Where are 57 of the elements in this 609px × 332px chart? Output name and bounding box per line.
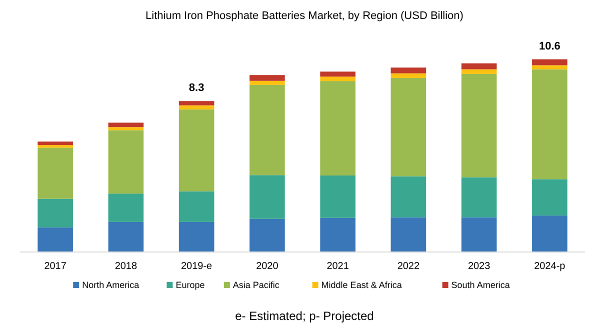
bar (38, 145, 73, 148)
bar (461, 177, 497, 218)
chart-title: Lithium Iron Phosphate Batteries Market, by Region (USD Billion) (146, 10, 464, 22)
bar (532, 65, 568, 70)
bar (461, 63, 497, 70)
bar (390, 78, 426, 176)
x-tick-label: 2020 (256, 261, 279, 272)
bar (532, 59, 568, 66)
legend-label: South America (451, 280, 510, 290)
bar (250, 75, 285, 81)
bar (178, 105, 214, 110)
bar (38, 227, 73, 252)
bar (461, 74, 497, 178)
x-tick-label: 2019-e (180, 261, 213, 272)
legend-label: Europe (176, 280, 205, 290)
x-tick-label: 2023 (468, 261, 491, 272)
bar (178, 191, 214, 222)
x-tick-label: 2021 (326, 261, 350, 272)
bar (178, 109, 214, 192)
bar (390, 73, 426, 78)
bar (532, 216, 568, 252)
bar (320, 218, 356, 252)
bar (461, 69, 497, 74)
bar (38, 148, 73, 199)
bar (108, 194, 144, 222)
legend-label: Asia Pacific (232, 280, 280, 290)
text: e- Estimated; p- Projected (235, 309, 374, 323)
x-tick-label: 2017 (44, 261, 67, 272)
bar (461, 217, 497, 252)
bar (178, 222, 214, 252)
bar (532, 69, 568, 180)
legend-label: North America (82, 280, 140, 290)
bar (108, 222, 144, 252)
bar (38, 142, 73, 146)
bar (178, 101, 214, 106)
bar (250, 80, 285, 85)
bar (250, 84, 285, 176)
legend-label: Middle East & Africa (321, 280, 402, 290)
bar (250, 218, 285, 252)
bar (38, 198, 73, 228)
bar (390, 68, 426, 74)
bar (320, 81, 356, 176)
bar (250, 175, 285, 219)
annotation: 8.3 (188, 82, 204, 94)
bar (320, 175, 356, 218)
bar (108, 130, 144, 194)
x-tick-label: 2022 (397, 261, 420, 272)
bar (108, 127, 144, 130)
bar (532, 179, 568, 216)
bar (390, 217, 426, 252)
bar (320, 76, 356, 82)
x-tick-label: 2024-p (534, 261, 566, 272)
bar (320, 72, 356, 77)
bar (390, 176, 426, 218)
bar (108, 122, 144, 128)
x-tick-label: 2018 (114, 261, 138, 272)
text: 10.6 (538, 40, 560, 52)
